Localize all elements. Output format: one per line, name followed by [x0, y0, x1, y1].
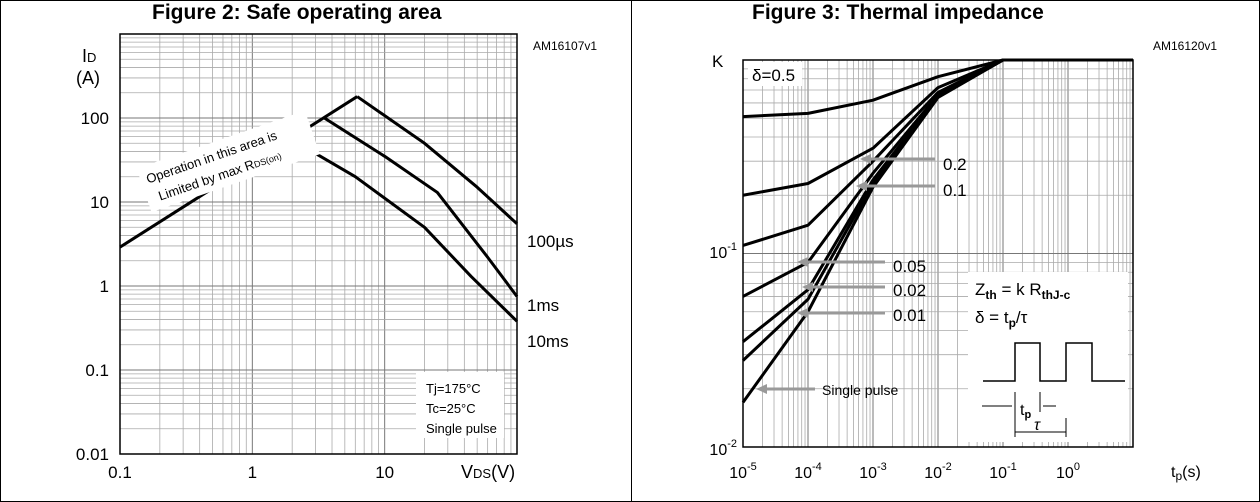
- right-series-label: Single pulse: [822, 382, 898, 398]
- right-series-line: [741, 58, 1133, 404]
- note-line-2: Tc=25°C: [426, 401, 476, 416]
- right-plot-frame: [742, 59, 1134, 448]
- left-y-unit: (A): [76, 68, 100, 88]
- formula-zth: Zth = k RthJ-c: [975, 280, 1071, 302]
- formula-delta: δ = tp/τ: [975, 308, 1028, 330]
- left-figure-title: Figure 2: Safe operating area: [152, 1, 442, 24]
- series-callout-arrow: [856, 181, 867, 191]
- right-series-labels: 0.2 0.1 0.05 0.02 0.01 Single pulse: [756, 154, 967, 398]
- left-series-line: [291, 138, 519, 323]
- right-x-label: tp(s): [1171, 464, 1201, 483]
- series-callout-arrow: [756, 384, 767, 394]
- tp-label: tp: [1020, 402, 1031, 421]
- left-y-tick: 0.1: [85, 361, 109, 380]
- left-x-tick: 0.1: [108, 463, 132, 482]
- series-callout-arrow: [860, 154, 871, 164]
- right-y-tick: K: [712, 52, 724, 71]
- right-series-label: 0.01: [893, 306, 926, 325]
- note-line-1: Tj=175°C: [426, 381, 481, 396]
- tau-label: τ: [1034, 417, 1041, 434]
- right-figure-code: AM16120v1: [1153, 39, 1217, 53]
- right-series-label: 0.05: [893, 257, 926, 276]
- right-y-tick: 10-2: [709, 438, 737, 459]
- right-series: [741, 58, 1133, 404]
- right-tick-labels: 10-5 10-4 10-3 10-2 10-1 100 10-2 10-1 K: [709, 52, 1080, 482]
- left-figure-code: AM16107v1: [533, 39, 597, 53]
- note-line-3: Single pulse: [426, 421, 497, 436]
- left-y-tick: 10: [90, 193, 109, 212]
- right-x-tick: 10-5: [729, 461, 757, 482]
- right-x-tick: 10-1: [989, 461, 1017, 482]
- left-y-label: ID: [82, 46, 96, 66]
- right-y-tick: 10-1: [709, 241, 737, 262]
- right-series-label: 0.2: [943, 155, 967, 174]
- left-series-label: 100µs: [527, 232, 574, 251]
- series-callout-arrow: [797, 257, 808, 267]
- delta-label-bg: [748, 62, 802, 86]
- right-series-label: 0.1: [943, 181, 967, 200]
- left-y-tick: 0.01: [76, 445, 109, 464]
- left-plot-frame: [119, 33, 518, 455]
- right-x-tick: 100: [1056, 461, 1080, 482]
- series-callout-arrow: [797, 308, 808, 318]
- formula-box: Zth = k RthJ-c δ = tp/τ tp τ: [968, 272, 1128, 442]
- conditions-note: Tj=175°C Tc=25°C Single pulse: [416, 372, 504, 438]
- right-series-label: 0.02: [893, 281, 926, 300]
- left-x-tick: 10: [375, 463, 394, 482]
- left-series-line: [356, 95, 519, 225]
- pulse-waveform: [983, 342, 1125, 382]
- left-y-tick: 100: [81, 109, 109, 128]
- left-series-label: 1ms: [527, 296, 559, 315]
- delta-label: δ=0.5: [752, 66, 795, 85]
- figure-divider: [631, 0, 632, 502]
- right-x-tick: 10-4: [794, 461, 822, 482]
- left-y-tick: 1: [100, 277, 109, 296]
- right-x-tick: 10-3: [859, 461, 887, 482]
- left-series-line: [323, 116, 519, 298]
- left-x-label: VDS(V): [461, 462, 515, 482]
- left-series: 100µs 1ms 10ms: [119, 95, 574, 351]
- right-figure-title: Figure 3: Thermal impedance: [752, 1, 1044, 24]
- left-x-tick: 1: [248, 463, 257, 482]
- series-callout-arrow: [802, 282, 813, 292]
- right-x-tick: 10-2: [924, 461, 952, 482]
- left-series-label: 10ms: [527, 332, 569, 351]
